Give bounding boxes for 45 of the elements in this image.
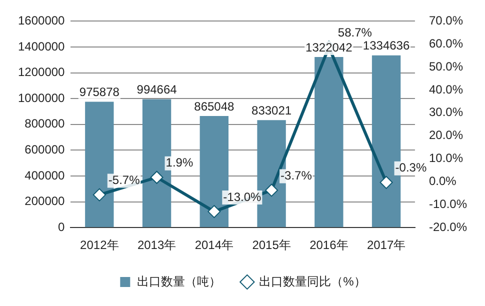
y2-tick-label: 0.0% [428, 174, 457, 188]
y-tick-label: 800000 [24, 116, 66, 131]
data-label: -0.3% [395, 160, 427, 175]
x-tick-label: 2015年 [252, 238, 291, 252]
data-label: -13.0% [223, 190, 262, 204]
x-tick-label: 2012年 [80, 238, 119, 252]
y2-tick-label: 50.0% [428, 59, 464, 74]
data-label: 1322042 [306, 40, 353, 54]
y-tick-label: 1200000 [18, 65, 66, 80]
y2-tick-label: -10.0% [428, 196, 468, 211]
point [150, 170, 164, 184]
y2-tick-label: 20.0% [428, 128, 464, 142]
data-label: 865048 [194, 99, 235, 114]
legend-label: 出口数量同比（%） [259, 274, 366, 288]
point [92, 188, 106, 202]
data-label: 994664 [136, 82, 178, 97]
point [208, 205, 221, 218]
data-label: 833021 [252, 103, 292, 118]
y-tick-label: 1400000 [18, 39, 66, 54]
point [265, 184, 278, 197]
point [380, 176, 393, 189]
y-tick-label: 1600000 [18, 14, 66, 28]
data-label: -5.7% [108, 173, 140, 188]
y2-tick-label: 40.0% [428, 82, 464, 96]
x-tick-label: 2014年 [194, 238, 234, 252]
data-label: 1.9% [166, 156, 194, 170]
data-label: 1334636 [362, 38, 410, 53]
y-tick-label: 600000 [24, 142, 66, 157]
y-tick-label: 400000 [24, 168, 66, 182]
y-tick-label: 0 [58, 220, 66, 234]
y2-tick-label: 30.0% [428, 105, 464, 120]
x-tick-label: 2016年 [310, 238, 348, 252]
y-tick-label: 1000000 [18, 90, 66, 105]
y2-tick-label: -20.0% [428, 220, 468, 234]
legend-label: 出口数量（吨） [137, 274, 222, 288]
data-label: -3.7% [280, 168, 312, 183]
y2-tick-label: 70.0% [428, 14, 464, 28]
data-label: 975878 [79, 85, 120, 100]
data-label: 58.7% [338, 25, 372, 40]
y-tick-label: 200000 [24, 194, 66, 208]
y2-tick-label: 10.0% [428, 151, 464, 166]
x-tick-label: 2017年 [366, 238, 406, 252]
bar [314, 57, 344, 228]
y2-tick-label: 60.0% [428, 36, 464, 50]
x-tick-label: 2013年 [137, 238, 176, 252]
